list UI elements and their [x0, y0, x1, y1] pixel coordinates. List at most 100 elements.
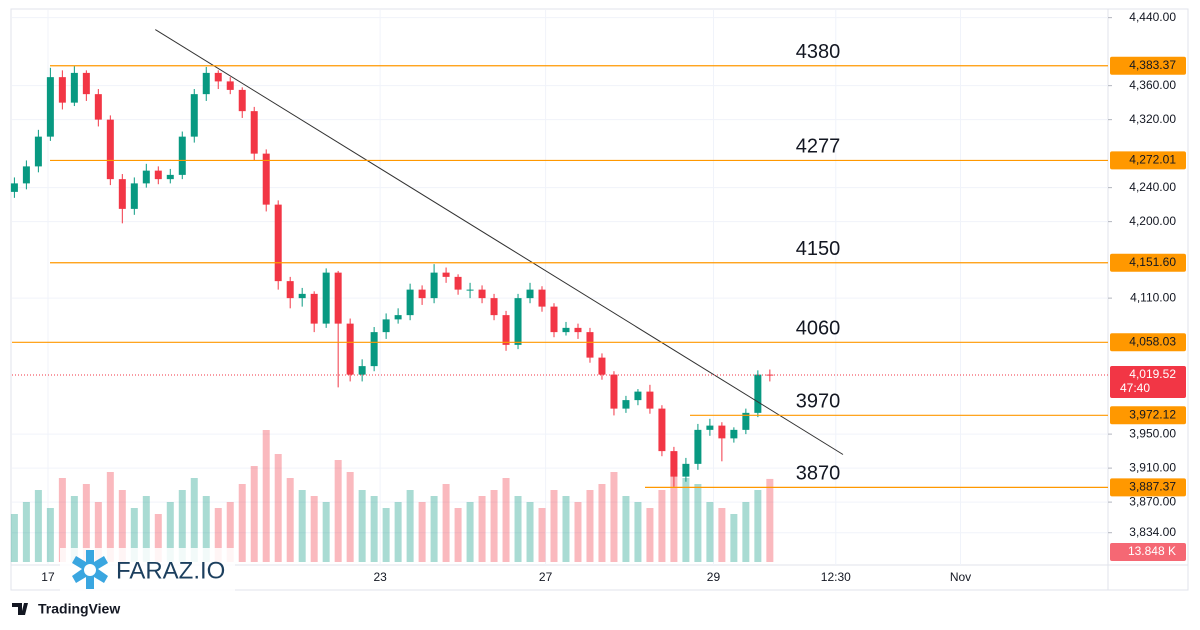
candle-body — [670, 451, 678, 477]
countdown: 47:40 — [1120, 381, 1150, 395]
y-tick-label: 3,870.00 — [1129, 494, 1176, 508]
volume-bar — [502, 478, 510, 562]
level-label-bg — [1110, 478, 1186, 497]
candle-body — [478, 289, 486, 299]
candle-body — [250, 111, 258, 154]
candle-body — [310, 293, 318, 324]
x-tick-label: 27 — [539, 570, 553, 584]
y-tick-label: 4,320.00 — [1129, 112, 1176, 126]
volume-bar — [106, 472, 114, 562]
volume-bar — [526, 502, 534, 562]
candle-body — [10, 183, 18, 192]
volume-bar — [754, 490, 762, 562]
volume-bar — [58, 478, 66, 562]
watermark-text: FARAZ.IO — [116, 557, 225, 584]
volume-bar — [394, 502, 402, 562]
level-label: 3,972.12 — [1129, 407, 1176, 421]
volume-bar — [742, 502, 750, 562]
volume-bar — [226, 502, 234, 562]
volume-bar — [442, 484, 450, 562]
watermark: FARAZ.IO — [60, 548, 235, 592]
level-label-bg — [1110, 333, 1186, 352]
volume-bar — [466, 502, 474, 562]
volume-bar — [670, 454, 678, 562]
volume-bar — [322, 502, 330, 562]
volume-label-bg — [1110, 543, 1186, 561]
y-tick-label: 4,440.00 — [1129, 10, 1176, 24]
candle-body — [346, 323, 354, 375]
volume-bar — [646, 508, 654, 562]
volume-bar — [574, 502, 582, 562]
candle-body — [526, 289, 534, 299]
volume-bar — [190, 478, 198, 562]
volume-bar — [274, 454, 282, 562]
trendline — [155, 29, 844, 455]
x-tick-label: 29 — [707, 570, 721, 584]
candle-body — [70, 72, 78, 103]
candle-body — [322, 272, 330, 324]
y-tick-label: 3,910.00 — [1129, 460, 1176, 474]
candle-body — [226, 81, 234, 90]
volume-bar — [478, 496, 486, 562]
level-annotation: 3870 — [796, 463, 841, 485]
candle-body — [154, 170, 162, 180]
candle-body — [418, 289, 426, 299]
candle-body — [130, 183, 138, 209]
candle-body — [238, 89, 246, 112]
level-label: 4,383.37 — [1129, 58, 1176, 72]
x-tick-label: 17 — [41, 570, 55, 584]
candle-body — [394, 315, 402, 320]
volume-bar — [166, 502, 174, 562]
candle-body — [46, 77, 54, 137]
candle-body — [730, 429, 738, 439]
candle-body — [430, 272, 438, 299]
volume-bar — [202, 496, 210, 562]
candle-body — [754, 374, 762, 413]
last-price-label: 4,019.52 — [1129, 367, 1176, 381]
candle-body — [202, 72, 210, 95]
candle-body — [118, 179, 126, 209]
volume-bar — [610, 472, 618, 562]
volume-bar — [334, 460, 342, 562]
candle-body — [442, 272, 450, 277]
volume-bar — [598, 484, 606, 562]
candle-body — [358, 366, 366, 375]
candle-body — [82, 72, 90, 95]
level-annotation: 3970 — [796, 391, 841, 413]
watermark-icon — [72, 550, 108, 589]
volume-bar — [22, 502, 30, 562]
volume-bar — [154, 514, 162, 562]
volume-bar — [286, 478, 294, 562]
y-tick-label: 4,360.00 — [1129, 78, 1176, 92]
volume-bar — [562, 496, 570, 562]
candle-body — [610, 374, 618, 409]
candle-body — [166, 174, 174, 180]
volume-bar — [538, 508, 546, 562]
candle-body — [142, 170, 150, 184]
candle-body — [514, 298, 522, 345]
candle-body — [298, 293, 306, 299]
volume-bar — [622, 496, 630, 562]
volume-bar — [370, 496, 378, 562]
level-annotation: 4277 — [796, 136, 841, 158]
candle-body — [766, 374, 774, 376]
volume-bar — [586, 490, 594, 562]
level-label: 4,272.01 — [1129, 153, 1176, 167]
x-tick-label: 12:30 — [821, 570, 851, 584]
candle-body — [262, 153, 270, 205]
candle-body — [634, 391, 642, 401]
candle-body — [466, 289, 474, 291]
volume-bar — [658, 490, 666, 562]
plot: 4,440.00 4,360.00 4,320.00 4,240.00 4,200.00… — [10, 10, 1186, 584]
volume-bar — [718, 508, 726, 562]
candle-body — [382, 319, 390, 333]
volume-bar — [766, 478, 774, 562]
branding-text: TradingView — [38, 601, 120, 617]
candle-body — [190, 94, 198, 137]
level-label: 4,058.03 — [1129, 334, 1176, 348]
volume-bar — [262, 430, 270, 562]
volume-bar — [682, 478, 690, 562]
candle-body — [106, 119, 114, 180]
candle-body — [682, 463, 690, 477]
